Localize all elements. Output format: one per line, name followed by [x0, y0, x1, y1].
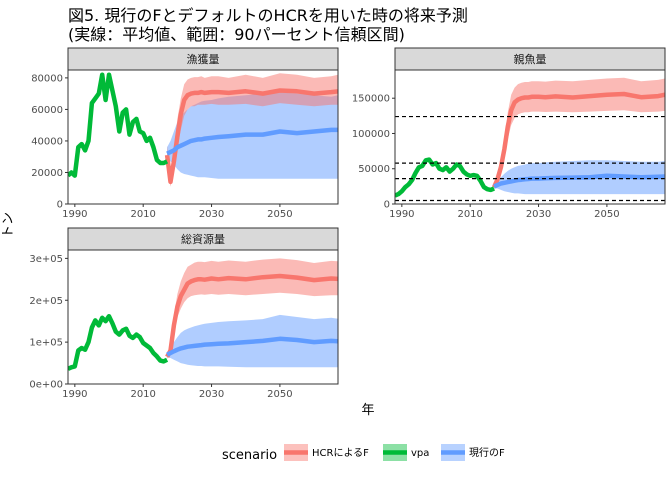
- x-tick-label: 2010: [130, 209, 155, 220]
- legend-item: 現行のF: [441, 444, 505, 461]
- strip-label: 漁獲量: [187, 52, 220, 66]
- y-tick-label: 40000: [31, 136, 63, 147]
- x-tick-label: 2010: [457, 209, 482, 220]
- panel-2: 親魚量 1990 2010 2030 2050 0 50000 100000 150000: [352, 48, 665, 220]
- y-tick-label: 100000: [352, 129, 390, 140]
- x-tick-label: 1990: [389, 209, 414, 220]
- legend-label: vpa: [411, 448, 429, 459]
- x-tick-label: 1990: [62, 209, 87, 220]
- legend-label: 現行のF: [469, 446, 505, 459]
- y-tick-label: 0: [57, 200, 63, 211]
- title-line-2: (実線：平均値、範囲：90パーセント信頼区間): [68, 25, 405, 44]
- x-tick-label: 2010: [130, 389, 155, 400]
- x-tick-label: 2030: [526, 209, 551, 220]
- y-tick-label: 150000: [352, 94, 390, 105]
- panel-3: 総資源量 1990 2010 2030 2050 0e+00 1e+05 2e+05 3e+05: [29, 228, 338, 400]
- y-tick-label: 2e+05: [29, 296, 63, 307]
- y-tick-label: 50000: [358, 164, 390, 175]
- y-tick-label: 60000: [31, 105, 63, 116]
- x-tick-label: 2050: [267, 389, 292, 400]
- x-axis-title: 年: [361, 403, 374, 418]
- x-tick-label: 1990: [62, 389, 87, 400]
- title-line-1: 図5. 現行のFとデフォルトのHCRを用いた時の将来予測: [68, 6, 468, 25]
- panels: 漁獲量 1990 2010 2030 2050 0 20000 40000 60000 80000…: [29, 48, 665, 400]
- y-tick-label: 0e+00: [29, 380, 63, 391]
- legend-item: HCRによるF: [284, 444, 369, 461]
- legend: scenario HCRによるF vpa 現行のF: [222, 444, 505, 463]
- y-axis-title: トン: [1, 212, 16, 238]
- y-tick-label: 0: [384, 200, 390, 211]
- legend-item: vpa: [383, 444, 429, 461]
- legend-title: scenario: [222, 448, 277, 463]
- vpa-line: [68, 316, 167, 369]
- x-tick-label: 2030: [199, 209, 224, 220]
- x-tick-label: 2050: [594, 209, 619, 220]
- strip-label: 総資源量: [181, 232, 225, 246]
- vpa-line: [68, 75, 167, 176]
- legend-label: HCRによるF: [312, 447, 369, 459]
- y-tick-label: 1e+05: [29, 338, 63, 349]
- x-tick-label: 2030: [199, 389, 224, 400]
- y-tick-label: 20000: [31, 168, 63, 179]
- vpa-line: [395, 160, 494, 196]
- panel-1: 漁獲量 1990 2010 2030 2050 0 20000 40000 60000 80000: [31, 48, 338, 220]
- y-tick-label: 80000: [31, 73, 63, 84]
- strip-label: 親魚量: [514, 53, 547, 66]
- y-tick-label: 3e+05: [29, 254, 63, 265]
- x-tick-label: 2050: [267, 209, 292, 220]
